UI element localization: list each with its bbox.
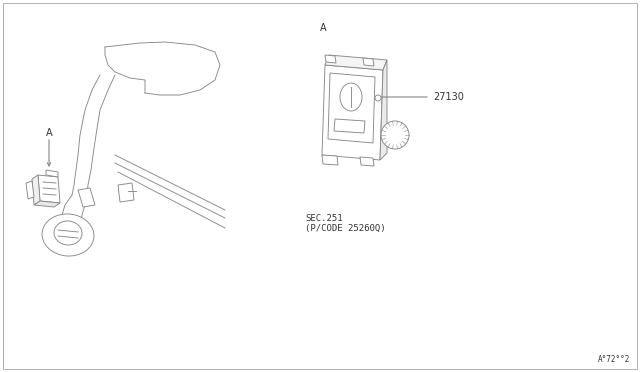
Circle shape	[381, 121, 409, 149]
Polygon shape	[78, 188, 95, 207]
Polygon shape	[325, 55, 336, 63]
Polygon shape	[38, 175, 60, 203]
Polygon shape	[325, 55, 387, 70]
Ellipse shape	[340, 83, 362, 111]
Circle shape	[375, 95, 381, 101]
Polygon shape	[26, 181, 34, 199]
Text: A°72°°2: A°72°°2	[598, 356, 630, 365]
Polygon shape	[32, 175, 40, 205]
Polygon shape	[46, 170, 58, 177]
Polygon shape	[34, 201, 60, 207]
Polygon shape	[380, 60, 387, 160]
Text: SEC.251: SEC.251	[305, 214, 342, 222]
Ellipse shape	[54, 221, 82, 245]
Polygon shape	[118, 183, 134, 202]
Polygon shape	[322, 155, 338, 165]
Polygon shape	[360, 157, 374, 166]
Text: (P/CODE 25260Q): (P/CODE 25260Q)	[305, 224, 386, 232]
Polygon shape	[328, 73, 375, 143]
Text: A: A	[45, 128, 52, 138]
Polygon shape	[334, 119, 365, 133]
Polygon shape	[322, 65, 383, 160]
Polygon shape	[363, 58, 374, 66]
Text: A: A	[320, 23, 326, 33]
Text: 27130: 27130	[433, 92, 464, 102]
Ellipse shape	[42, 214, 94, 256]
